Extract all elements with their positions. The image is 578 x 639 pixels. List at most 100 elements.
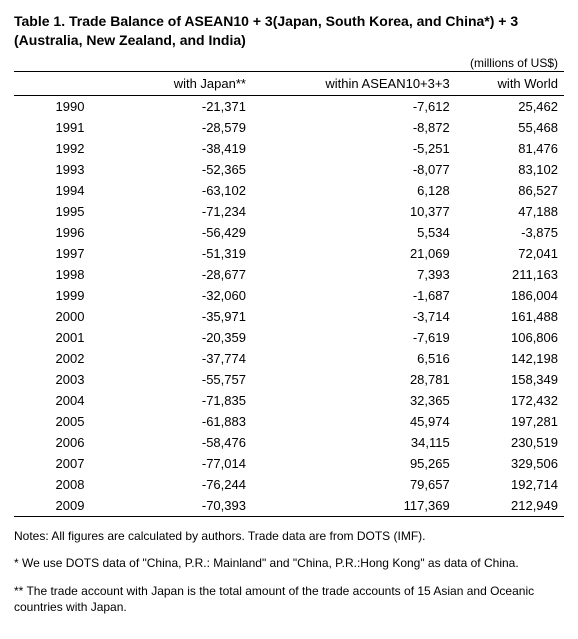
cell-year: 1995	[14, 201, 126, 222]
cell-japan: -51,319	[126, 243, 252, 264]
cell-asean: -7,619	[252, 327, 456, 348]
cell-world: 212,949	[456, 495, 564, 517]
cell-japan: -21,371	[126, 96, 252, 117]
table-row: 1999-32,060-1,687186,004	[14, 285, 564, 306]
cell-japan: -56,429	[126, 222, 252, 243]
cell-japan: -28,677	[126, 264, 252, 285]
cell-world: 86,527	[456, 180, 564, 201]
cell-world: 211,163	[456, 264, 564, 285]
cell-asean: -8,872	[252, 117, 456, 138]
cell-world: 161,488	[456, 306, 564, 327]
title-line-2: (Australia, New Zealand, and India)	[14, 32, 246, 48]
cell-asean: 28,781	[252, 369, 456, 390]
cell-asean: 5,534	[252, 222, 456, 243]
col-header-asean: within ASEAN10+3+3	[252, 71, 456, 95]
cell-asean: -3,714	[252, 306, 456, 327]
cell-year: 2008	[14, 474, 126, 495]
cell-asean: -7,612	[252, 96, 456, 117]
cell-japan: -58,476	[126, 432, 252, 453]
cell-year: 2001	[14, 327, 126, 348]
cell-japan: -61,883	[126, 411, 252, 432]
table-row: 2007-77,01495,265329,506	[14, 453, 564, 474]
cell-asean: 21,069	[252, 243, 456, 264]
cell-world: 47,188	[456, 201, 564, 222]
table-row: 2008-76,24479,657192,714	[14, 474, 564, 495]
cell-world: 83,102	[456, 159, 564, 180]
table-row: 1992-38,419-5,25181,476	[14, 138, 564, 159]
cell-year: 2003	[14, 369, 126, 390]
cell-world: 197,281	[456, 411, 564, 432]
table-row: 2000-35,971-3,714161,488	[14, 306, 564, 327]
table-row: 1991-28,579-8,87255,468	[14, 117, 564, 138]
cell-year: 1992	[14, 138, 126, 159]
cell-asean: -5,251	[252, 138, 456, 159]
table-notes: Notes: All figures are calculated by aut…	[14, 529, 564, 615]
cell-japan: -32,060	[126, 285, 252, 306]
note-2: * We use DOTS data of "China, P.R.: Main…	[14, 556, 564, 572]
cell-year: 2000	[14, 306, 126, 327]
cell-world: 329,506	[456, 453, 564, 474]
cell-japan: -20,359	[126, 327, 252, 348]
cell-japan: -55,757	[126, 369, 252, 390]
cell-japan: -71,234	[126, 201, 252, 222]
cell-asean: 45,974	[252, 411, 456, 432]
cell-year: 1999	[14, 285, 126, 306]
table-header-row: with Japan** within ASEAN10+3+3 with Wor…	[14, 71, 564, 95]
cell-world: 172,432	[456, 390, 564, 411]
col-header-year	[14, 71, 126, 95]
cell-asean: 10,377	[252, 201, 456, 222]
table-body: 1990-21,371-7,61225,4621991-28,579-8,872…	[14, 96, 564, 517]
cell-world: 55,468	[456, 117, 564, 138]
cell-year: 2009	[14, 495, 126, 517]
table-row: 1993-52,365-8,07783,102	[14, 159, 564, 180]
cell-japan: -76,244	[126, 474, 252, 495]
cell-japan: -37,774	[126, 348, 252, 369]
cell-year: 1993	[14, 159, 126, 180]
cell-world: 72,041	[456, 243, 564, 264]
cell-asean: -1,687	[252, 285, 456, 306]
table-title: Table 1. Trade Balance of ASEAN10 + 3(Ja…	[14, 12, 564, 50]
cell-japan: -28,579	[126, 117, 252, 138]
cell-year: 1994	[14, 180, 126, 201]
cell-world: 192,714	[456, 474, 564, 495]
table-row: 1998-28,6777,393211,163	[14, 264, 564, 285]
cell-japan: -71,835	[126, 390, 252, 411]
cell-world: 230,519	[456, 432, 564, 453]
units-label: (millions of US$)	[14, 56, 564, 70]
cell-japan: -70,393	[126, 495, 252, 517]
cell-year: 2002	[14, 348, 126, 369]
cell-asean: 32,365	[252, 390, 456, 411]
cell-asean: 6,128	[252, 180, 456, 201]
cell-asean: 7,393	[252, 264, 456, 285]
cell-world: 142,198	[456, 348, 564, 369]
cell-world: 158,349	[456, 369, 564, 390]
cell-year: 2004	[14, 390, 126, 411]
cell-year: 1990	[14, 96, 126, 117]
cell-year: 2005	[14, 411, 126, 432]
cell-world: 186,004	[456, 285, 564, 306]
table-row: 1995-71,23410,37747,188	[14, 201, 564, 222]
table-row: 2009-70,393117,369212,949	[14, 495, 564, 517]
cell-year: 1996	[14, 222, 126, 243]
cell-asean: 95,265	[252, 453, 456, 474]
cell-year: 1997	[14, 243, 126, 264]
table-row: 1990-21,371-7,61225,462	[14, 96, 564, 117]
cell-world: 81,476	[456, 138, 564, 159]
table-row: 2006-58,47634,115230,519	[14, 432, 564, 453]
cell-year: 2007	[14, 453, 126, 474]
table-row: 2005-61,88345,974197,281	[14, 411, 564, 432]
cell-japan: -52,365	[126, 159, 252, 180]
cell-world: -3,875	[456, 222, 564, 243]
cell-japan: -77,014	[126, 453, 252, 474]
cell-asean: 79,657	[252, 474, 456, 495]
table-row: 2004-71,83532,365172,432	[14, 390, 564, 411]
cell-asean: 34,115	[252, 432, 456, 453]
cell-japan: -38,419	[126, 138, 252, 159]
table-row: 1996-56,4295,534-3,875	[14, 222, 564, 243]
cell-japan: -63,102	[126, 180, 252, 201]
cell-year: 1991	[14, 117, 126, 138]
table-row: 1994-63,1026,12886,527	[14, 180, 564, 201]
note-1: Notes: All figures are calculated by aut…	[14, 529, 564, 545]
table-row: 2003-55,75728,781158,349	[14, 369, 564, 390]
col-header-world: with World	[456, 71, 564, 95]
